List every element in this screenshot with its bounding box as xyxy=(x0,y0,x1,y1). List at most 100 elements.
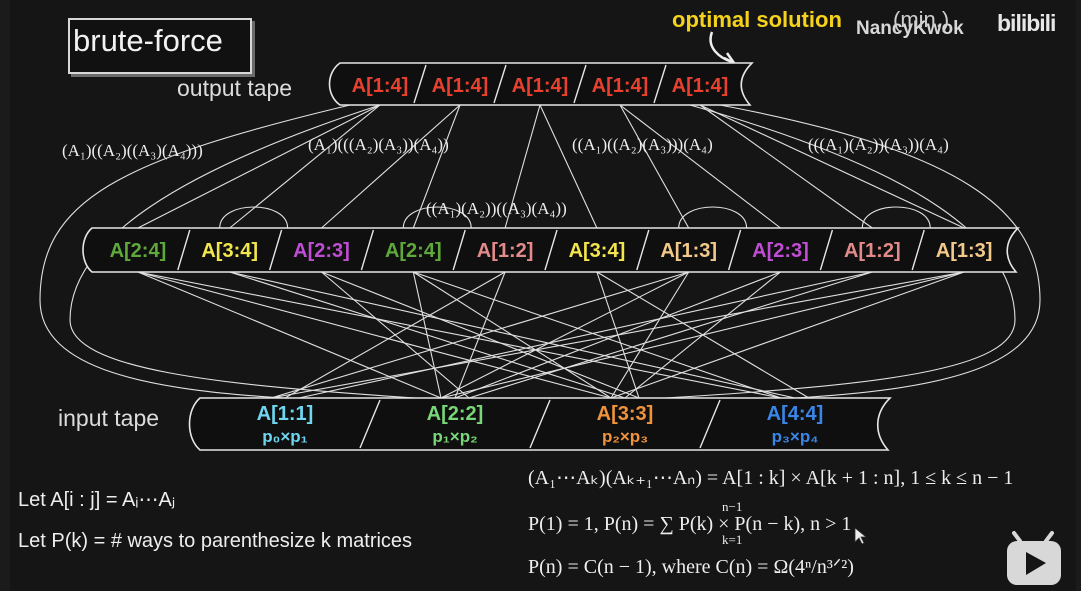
input-matrix-dims: p₃×p₄ xyxy=(772,427,819,446)
subproblem-cell: A[3:4] xyxy=(201,240,258,262)
subproblem-to-input-link xyxy=(137,271,782,399)
tape-divider xyxy=(413,64,427,104)
subproblem-arc xyxy=(861,206,931,229)
output-to-subproblem-link xyxy=(137,104,381,229)
subproblem-cell: A[2:4] xyxy=(385,240,442,262)
output-to-subproblem-link xyxy=(321,104,461,229)
subproblem-to-input-link xyxy=(284,271,506,399)
subproblem-cell: A[2:3] xyxy=(293,240,350,262)
output-to-subproblem-link xyxy=(539,104,598,229)
input-matrix-name: A[3:3] xyxy=(597,403,654,425)
input-tape: A[1:1] p₀×p₁ A[2:2] p₁×p₂ A[3:3] p₂×p₃ A[4:4] p… xyxy=(188,397,892,451)
connection-lines xyxy=(39,104,1041,399)
definition-count: Let P(k) = # ways to parenthesize k matr… xyxy=(18,530,412,552)
subproblem-tape: A[2:4] A[3:4] A[2:3] A[2:4] A[1:2] A[3:4] A[1:… xyxy=(82,227,1020,273)
parenthesization-label: ((A₁)((A₂)(A₃)))(A₄) xyxy=(572,135,713,154)
output-to-subproblem-link xyxy=(619,104,781,229)
input-matrix-name: A[2:2] xyxy=(427,403,484,425)
tape-divider xyxy=(359,399,381,449)
subproblem-to-input-link xyxy=(270,271,689,399)
output-to-subproblem-link xyxy=(699,104,873,229)
subproblem-to-input-link xyxy=(137,271,612,399)
subproblem-cell: A[1:2] xyxy=(477,240,534,262)
play-button-icon[interactable] xyxy=(1007,531,1061,585)
tape-divider xyxy=(544,229,558,271)
subproblem-to-input-link xyxy=(298,271,873,399)
subproblem-to-input-link xyxy=(468,271,873,399)
cursor-icon xyxy=(854,527,868,545)
annotation-rest: (min.) xyxy=(893,7,949,32)
subproblem-to-input-link xyxy=(610,271,965,399)
slide-title: brute-force xyxy=(73,23,223,58)
tape-divider xyxy=(911,229,925,271)
definition-subchain: Let A[i : j] = Aᵢ⋯Aⱼ xyxy=(18,489,175,511)
parenthesization-label: (((A₁)(A₂))(A₃))(A₄) xyxy=(808,135,949,154)
subproblem-to-input-link xyxy=(412,271,442,399)
tape-divider xyxy=(573,64,587,104)
subproblem-arc xyxy=(402,206,472,229)
author-watermark: NancyKwok xyxy=(856,18,964,39)
input-matrix-name: A[1:1] xyxy=(257,403,314,425)
tape-divider xyxy=(529,399,551,449)
output-cell: A[1:4] xyxy=(592,75,649,97)
tape-divider xyxy=(493,64,507,104)
tape-divider xyxy=(177,229,191,271)
input-matrix-dims: p₂×p₃ xyxy=(602,427,648,446)
output-to-input-curve xyxy=(69,104,416,399)
input-tape-label: input tape xyxy=(58,405,159,431)
subproblem-cell: A[2:4] xyxy=(110,240,167,262)
subproblem-arc xyxy=(678,206,748,229)
subproblem-to-input-link xyxy=(610,271,690,399)
subproblem-cell: A[1:3] xyxy=(660,240,717,262)
split-equation: (A₁⋯Aₖ)(Aₖ₊₁⋯Aₙ) = A[1 : k] × A[k + 1 : … xyxy=(528,467,1013,489)
subproblem-to-input-link xyxy=(137,271,442,399)
output-to-input-curve xyxy=(664,104,1016,399)
arrow-head-icon xyxy=(723,52,736,65)
output-to-subproblem-link xyxy=(229,104,381,229)
subproblem-cell: A[3:4] xyxy=(569,240,626,262)
subproblem-cell: A[1:3] xyxy=(936,240,993,262)
tape-divider xyxy=(452,229,466,271)
parenthesization-label: (A₁)((A₂)((A₃)(A₄))) xyxy=(62,141,203,160)
tape-divider xyxy=(636,229,650,271)
annotation-highlight: optimal solution xyxy=(672,7,842,32)
subproblem-cell: A[2:3] xyxy=(752,240,809,262)
title-box xyxy=(68,18,252,74)
output-to-input-curve xyxy=(719,104,1041,399)
output-tape-label: output tape xyxy=(177,75,292,101)
output-tape-outline xyxy=(328,62,754,106)
output-to-input-curve xyxy=(39,104,351,399)
parenthesization-labels: (A₁)((A₂)((A₃)(A₄))) (A₁)(((A₂)(A₃))(A₄))… xyxy=(62,135,949,218)
subproblem-to-input-link xyxy=(413,271,782,399)
catalan-equation: P(n) = C(n − 1), where C(n) = Ω(4ⁿ/n³ᐟ²) xyxy=(528,556,854,578)
subproblem-to-input-link xyxy=(413,271,612,399)
subproblem-arc xyxy=(219,206,289,229)
sum-upper-limit: n−1 xyxy=(722,499,742,514)
parenthesization-label: (A₁)(((A₂)(A₃))(A₄)) xyxy=(308,135,449,154)
output-tape: A[1:4] A[1:4] A[1:4] A[1:4] A[1:4] xyxy=(328,62,754,106)
recurrence-equation: P(1) = 1, P(n) = ∑ P(k) × P(n − k), n > … xyxy=(528,513,851,535)
output-to-subproblem-link xyxy=(699,104,965,229)
tape-divider xyxy=(653,64,667,104)
output-cell: A[1:4] xyxy=(512,75,569,97)
output-to-subproblem-link xyxy=(412,104,461,229)
output-to-subproblem-link xyxy=(619,104,690,229)
subproblem-to-input-link xyxy=(440,271,689,399)
output-to-subproblem-link xyxy=(504,104,541,229)
tape-divider xyxy=(699,399,721,449)
parenthesization-label: ((A₁)(A₂))((A₃)(A₄)) xyxy=(426,199,567,218)
sum-lower-limit: k=1 xyxy=(722,532,742,547)
subproblem-to-input-link xyxy=(270,271,965,399)
output-cell: A[1:4] xyxy=(432,75,489,97)
subproblem-cell: A[1:2] xyxy=(844,240,901,262)
subproblem-to-input-link xyxy=(440,271,965,399)
tape-divider xyxy=(360,229,375,271)
input-matrix-name: A[4:4] xyxy=(767,403,824,425)
input-matrix-dims: p₁×p₂ xyxy=(432,427,477,446)
output-cell: A[1:4] xyxy=(352,75,409,97)
input-matrix-dims: p₀×p₁ xyxy=(262,427,307,446)
tape-divider xyxy=(727,229,742,271)
output-cell: A[1:4] xyxy=(672,75,729,97)
